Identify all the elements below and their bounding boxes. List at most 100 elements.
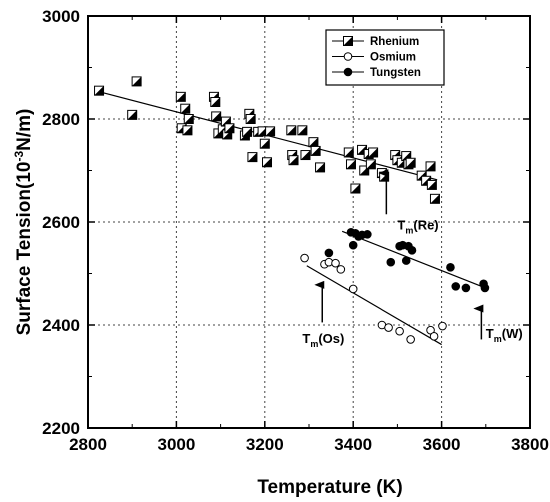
marker-circle: [429, 332, 439, 341]
tm-w-label: Tm(W): [486, 326, 523, 344]
marker-fill: [315, 162, 325, 172]
x-tick-label: 3600: [423, 435, 461, 454]
tm-subscript: m: [494, 334, 502, 344]
legend-marker-rhenium: [343, 36, 353, 46]
tm-subscript: m: [405, 226, 413, 236]
osmium-point: [331, 258, 340, 268]
marker-fill: [426, 161, 436, 171]
marker-circle: [300, 253, 309, 263]
marker-fill: [430, 194, 440, 204]
rhenium-point: [368, 147, 379, 158]
y-tick-label: 2600: [42, 213, 80, 232]
tm-main: T: [302, 331, 310, 346]
rhenium-point: [262, 157, 273, 168]
marker-fill: [344, 147, 354, 157]
marker-circle: [343, 67, 353, 77]
osmium-point: [395, 326, 404, 336]
x-tick-label: 3800: [511, 435, 549, 454]
marker-circle: [406, 335, 415, 344]
marker-fill: [366, 159, 376, 169]
tungsten-point: [461, 283, 471, 293]
axis-ticks: 2800 3000 3200 3400 3600 3800 2200 2400 2600 2800…: [42, 7, 549, 454]
rhenium-point: [245, 114, 256, 124]
y-tick-label: 2800: [42, 110, 80, 129]
tungsten-point: [451, 282, 461, 291]
marker-fill: [246, 114, 256, 124]
legend-label-osmium: Osmium: [370, 52, 416, 64]
tungsten-point: [480, 283, 490, 293]
marker-circle: [446, 263, 455, 272]
osmium-fit-line: [306, 265, 442, 346]
osmium-point: [336, 265, 346, 274]
rhenium-point: [429, 193, 440, 204]
legend-label-tungsten: Tungsten: [370, 67, 421, 79]
annotations: Tm(Re)Tm(Os) Tm(W): [302, 169, 523, 349]
x-tick-label: 3400: [334, 435, 372, 454]
osmium-point: [438, 321, 447, 331]
rhenium-point: [224, 123, 235, 134]
marker-fill: [265, 126, 275, 136]
y-tick-label: 3000: [42, 7, 80, 26]
marker-fill: [350, 184, 360, 194]
marker-circle: [461, 283, 471, 293]
marker-circle: [363, 230, 372, 239]
rhenium-point: [265, 126, 276, 137]
tm-element: (W): [502, 326, 523, 341]
rhenium-point: [94, 85, 105, 96]
tm-main: T: [486, 326, 494, 341]
marker-fill: [368, 147, 378, 157]
rhenium-point: [345, 159, 356, 170]
marker-fill: [180, 104, 190, 114]
osmium-point: [429, 332, 439, 341]
tm-re-label: Tm(Re): [397, 218, 438, 236]
grid-lines: [88, 16, 530, 428]
marker-fill: [289, 155, 299, 165]
tm-subscript: m: [310, 339, 318, 349]
data-points: [94, 76, 490, 344]
marker-fill: [262, 157, 272, 167]
marker-circle: [343, 52, 353, 61]
marker-circle: [331, 258, 340, 268]
rhenium-point: [127, 109, 138, 120]
rhenium-point: [182, 125, 193, 136]
y-tick-label: 2200: [42, 419, 80, 438]
x-tick-label: 3200: [246, 435, 284, 454]
rhenium-point: [350, 183, 361, 194]
rhenium-point: [315, 162, 326, 173]
rhenium-point: [131, 76, 142, 87]
marker-circle: [384, 323, 393, 332]
tm-os-label: Tm(Os): [302, 331, 344, 349]
marker-fill: [300, 150, 310, 160]
tungsten-point: [363, 230, 372, 239]
marker-fill: [184, 114, 194, 124]
marker-circle: [451, 282, 461, 291]
rhenium-point: [211, 111, 222, 122]
marker-circle: [407, 246, 417, 255]
marker-fill: [224, 123, 234, 133]
rhenium-point: [310, 145, 321, 156]
x-tick-label: 3000: [157, 435, 195, 454]
marker-circle: [348, 240, 358, 250]
rhenium-point: [425, 161, 436, 172]
marker-fill: [211, 111, 221, 121]
marker-fill: [176, 92, 186, 102]
tungsten-point: [401, 256, 411, 265]
marker-fill: [242, 127, 252, 137]
rhenium-point: [405, 157, 416, 168]
marker-circle: [324, 248, 334, 258]
marker-fill: [343, 36, 353, 46]
rhenium-point: [343, 147, 354, 158]
y-tick-label: 2400: [42, 316, 80, 335]
rhenium-point: [259, 138, 270, 149]
osmium-point: [300, 253, 309, 263]
tungsten-point: [407, 246, 417, 255]
tm-main: T: [397, 218, 405, 233]
marker-fill: [308, 137, 318, 147]
rhenium-point: [180, 103, 191, 114]
marker-fill: [182, 125, 192, 135]
tm-element: (Os): [318, 331, 344, 346]
rhenium-point: [242, 126, 253, 137]
marker-fill: [132, 76, 142, 86]
marker-fill: [260, 139, 270, 149]
